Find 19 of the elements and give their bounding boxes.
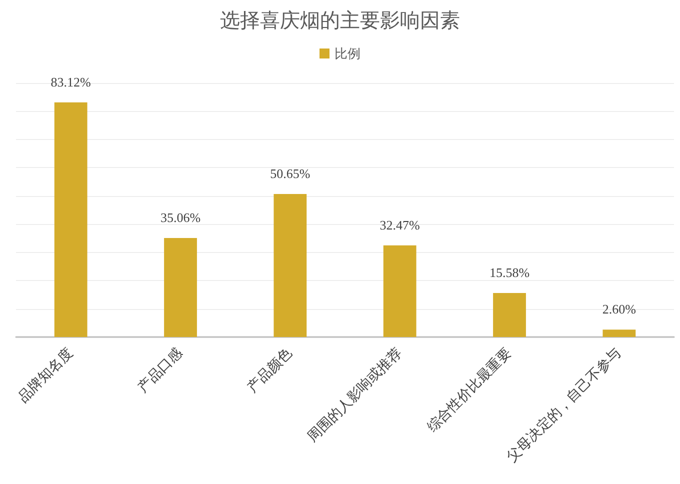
bar [602, 330, 636, 337]
bar [54, 102, 88, 337]
data-label: 15.58% [489, 265, 530, 280]
x-tick-label: 产品口感 [134, 344, 186, 396]
data-label: 2.60% [602, 302, 636, 317]
bar [274, 194, 307, 337]
bar [383, 245, 416, 337]
x-tick-label: 产品颜色 [244, 344, 296, 396]
legend-label: 比例 [334, 46, 360, 61]
bar [164, 238, 197, 337]
chart-title: 选择喜庆烟的主要影响因素 [220, 9, 460, 32]
bar [493, 293, 526, 337]
x-tick-label: 周围的人影响或推荐 [304, 344, 406, 446]
x-tick-label: 品牌知名度 [15, 344, 76, 406]
data-label: 32.47% [380, 217, 420, 232]
x-tick-label: 综合性价比最重要 [424, 344, 515, 436]
data-label: 50.65% [270, 166, 310, 182]
data-label: 35.06% [160, 210, 201, 226]
data-label: 83.12% [50, 74, 92, 90]
